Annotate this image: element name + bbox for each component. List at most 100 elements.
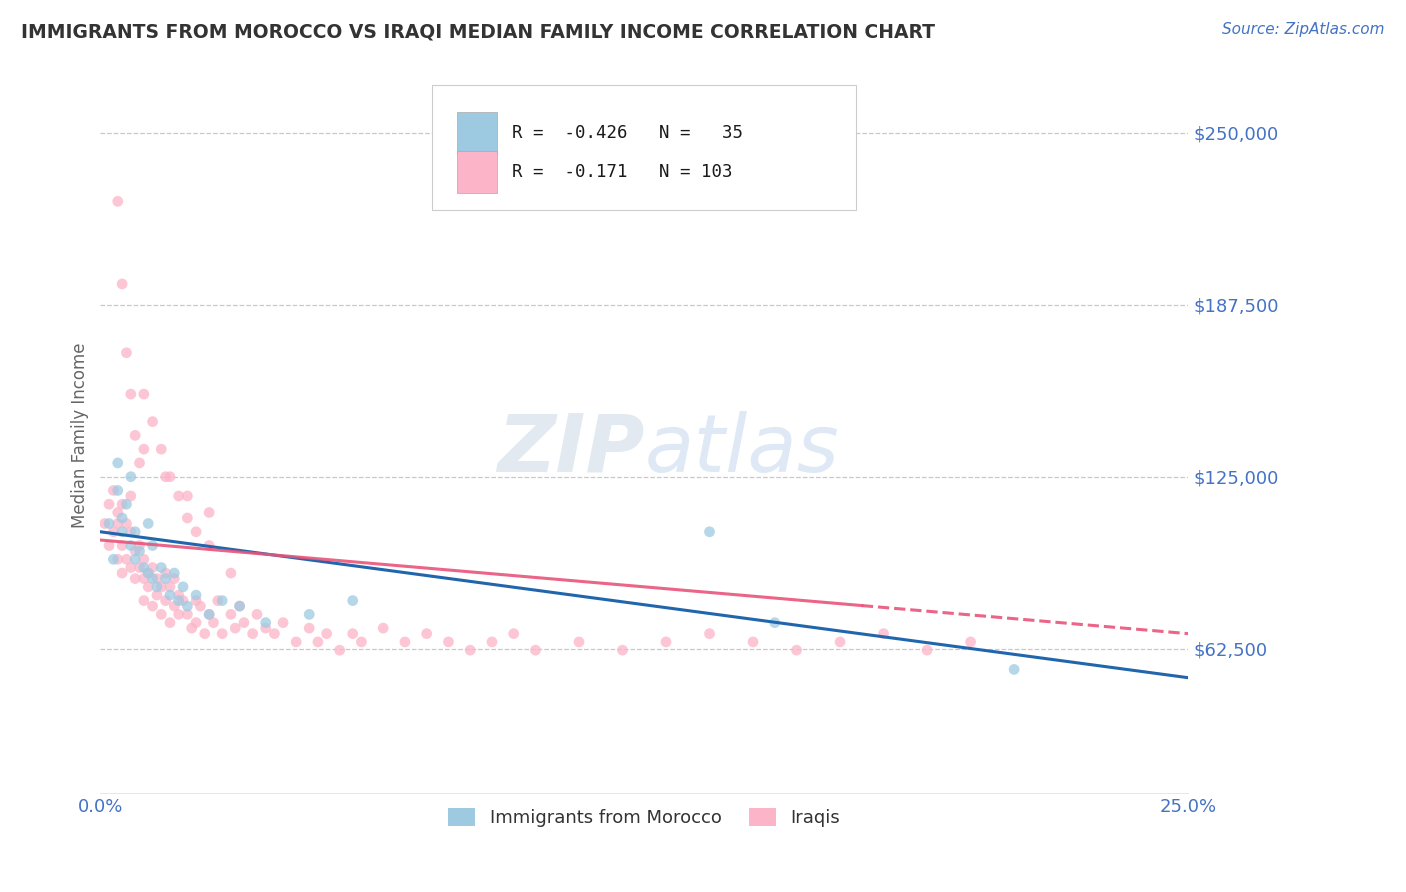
Point	[211, 593, 233, 607]
Point	[98, 539, 121, 553]
Point	[128, 544, 150, 558]
Point	[184, 588, 207, 602]
Text: Source: ZipAtlas.com: Source: ZipAtlas.com	[1222, 22, 1385, 37]
Point	[142, 560, 165, 574]
Point	[132, 442, 155, 457]
Point	[98, 516, 121, 531]
Point	[198, 539, 221, 553]
Point	[107, 456, 129, 470]
Point	[246, 607, 269, 622]
Point	[219, 566, 242, 580]
Point	[233, 615, 256, 630]
Point	[167, 489, 190, 503]
Point	[150, 560, 173, 574]
Point	[107, 552, 129, 566]
Point	[285, 635, 308, 649]
Point	[124, 552, 146, 566]
Point	[115, 346, 138, 360]
Point	[159, 588, 181, 602]
Point	[350, 635, 373, 649]
Point	[115, 516, 138, 531]
Point	[163, 572, 186, 586]
Point	[150, 580, 173, 594]
Point	[128, 456, 150, 470]
Point	[128, 560, 150, 574]
Point	[155, 469, 177, 483]
Point	[198, 506, 221, 520]
Point	[307, 635, 329, 649]
Point	[263, 626, 285, 640]
Point	[190, 599, 212, 613]
Point	[159, 469, 181, 483]
Point	[136, 516, 159, 531]
Point	[437, 635, 460, 649]
Point	[155, 572, 177, 586]
Point	[103, 483, 125, 498]
Point	[159, 580, 181, 594]
Point	[124, 544, 146, 558]
Point	[176, 607, 198, 622]
Point	[254, 615, 277, 630]
Text: R =  -0.426   N =   35: R = -0.426 N = 35	[512, 124, 742, 142]
Point	[655, 635, 678, 649]
Point	[163, 566, 186, 580]
Text: ZIP: ZIP	[496, 410, 644, 489]
Point	[146, 588, 169, 602]
Point	[180, 621, 202, 635]
Point	[176, 511, 198, 525]
Point	[132, 560, 155, 574]
Point	[915, 643, 938, 657]
Point	[111, 539, 134, 553]
FancyBboxPatch shape	[457, 151, 498, 194]
Point	[568, 635, 591, 649]
Point	[959, 635, 981, 649]
Point	[120, 469, 142, 483]
Point	[107, 194, 129, 209]
Point	[111, 566, 134, 580]
Point	[115, 497, 138, 511]
Point	[146, 572, 169, 586]
Point	[120, 524, 142, 539]
Point	[111, 277, 134, 291]
Point	[298, 607, 321, 622]
Point	[136, 580, 159, 594]
Text: atlas: atlas	[644, 410, 839, 489]
Point	[699, 524, 721, 539]
Point	[146, 580, 169, 594]
Point	[107, 506, 129, 520]
Point	[172, 593, 194, 607]
Point	[98, 497, 121, 511]
Point	[163, 599, 186, 613]
Point	[150, 442, 173, 457]
Point	[132, 572, 155, 586]
Point	[167, 593, 190, 607]
Point	[159, 615, 181, 630]
Point	[120, 560, 142, 574]
Point	[254, 621, 277, 635]
Point	[224, 621, 246, 635]
Point	[132, 552, 155, 566]
Point	[150, 607, 173, 622]
Point	[120, 539, 142, 553]
Point	[93, 516, 115, 531]
Point	[128, 539, 150, 553]
Point	[103, 524, 125, 539]
Text: R =  -0.171   N = 103: R = -0.171 N = 103	[512, 163, 733, 181]
Point	[120, 387, 142, 401]
Point	[228, 599, 250, 613]
Point	[612, 643, 634, 657]
Point	[271, 615, 294, 630]
Point	[111, 511, 134, 525]
Point	[124, 428, 146, 442]
Point	[211, 626, 233, 640]
Point	[111, 524, 134, 539]
Legend: Immigrants from Morocco, Iraqis: Immigrants from Morocco, Iraqis	[441, 801, 848, 834]
Point	[872, 626, 894, 640]
Point	[107, 516, 129, 531]
Point	[176, 489, 198, 503]
Point	[458, 643, 481, 657]
Point	[699, 626, 721, 640]
Point	[763, 615, 786, 630]
Point	[167, 607, 190, 622]
Point	[742, 635, 765, 649]
